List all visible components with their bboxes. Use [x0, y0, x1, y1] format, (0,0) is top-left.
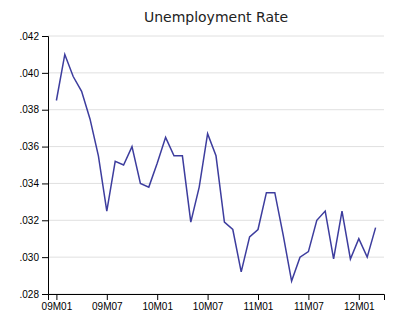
y-tick-mark	[42, 36, 48, 37]
y-tick-mark	[42, 73, 48, 74]
y-tick-label: .036	[20, 141, 40, 152]
grid-line	[48, 146, 384, 147]
x-tick-mark	[56, 294, 57, 300]
y-tick: .040	[20, 68, 48, 79]
x-tick-mark	[107, 294, 108, 300]
y-tick-label: .030	[20, 252, 40, 263]
x-tick-mark	[258, 294, 259, 300]
grid-line	[48, 109, 384, 110]
y-tick-label: .032	[20, 215, 40, 226]
x-tick-label: 11M01	[244, 301, 274, 312]
y-tick: .028	[20, 289, 48, 300]
y-tick: .032	[20, 215, 48, 226]
x-tick-label: 09M07	[92, 301, 123, 312]
grid-line	[48, 36, 384, 37]
x-tick: 10M01	[142, 294, 173, 312]
grid-line	[48, 220, 384, 221]
x-tick-mark	[157, 294, 158, 300]
y-tick-mark	[42, 257, 48, 258]
grid-line	[48, 72, 384, 73]
x-tick-mark	[308, 294, 309, 300]
x-axis-line	[49, 295, 385, 301]
x-tick-label: 09M01	[42, 301, 73, 312]
x-tick: 12M01	[344, 294, 375, 312]
data-line	[56, 54, 375, 281]
x-tick: 09M07	[92, 294, 123, 312]
y-tick-label: .040	[20, 68, 40, 79]
y-tick-label: .028	[20, 289, 40, 300]
x-tick-label: 12M01	[344, 301, 375, 312]
x-tick: 11M07	[294, 294, 324, 312]
y-tick: .030	[20, 252, 48, 263]
grid	[48, 36, 384, 294]
y-tick-label: .038	[20, 104, 40, 115]
y-tick-mark	[42, 220, 48, 221]
y-tick-mark	[42, 294, 48, 295]
x-tick-label: 10M07	[193, 301, 224, 312]
y-axis: .028 .030 .032 .034 .036 .038 .040 .042	[20, 31, 49, 300]
y-tick-mark	[42, 183, 48, 184]
grid-line	[48, 183, 384, 184]
y-tick-label: .042	[20, 31, 40, 42]
x-tick: 10M07	[193, 294, 224, 312]
y-tick: .042	[20, 31, 48, 42]
plot-area	[56, 54, 375, 281]
chart-svg: .028.030.032.034.036.038.040.04209M0109M…	[0, 0, 400, 326]
y-tick-mark	[42, 147, 48, 148]
x-tick-label: 11M07	[294, 301, 324, 312]
x-axis: 09M01 09M07 10M01 10M07 11M01 11M07 12M01	[42, 294, 385, 312]
x-tick: 11M01	[244, 294, 274, 312]
y-tick-mark	[42, 110, 48, 111]
chart-container: .028.030.032.034.036.038.040.04209M0109M…	[0, 0, 400, 326]
y-tick: .034	[20, 178, 48, 189]
y-tick: .038	[20, 104, 48, 115]
chart-title: Unemployment Rate	[144, 9, 288, 25]
x-tick-label: 10M01	[142, 301, 173, 312]
x-tick-mark	[208, 294, 209, 300]
x-tick: 09M01	[42, 294, 73, 312]
y-tick-label: .034	[20, 178, 40, 189]
x-tick-mark	[359, 294, 360, 300]
y-axis-line	[42, 37, 49, 295]
y-tick: .036	[20, 141, 48, 152]
